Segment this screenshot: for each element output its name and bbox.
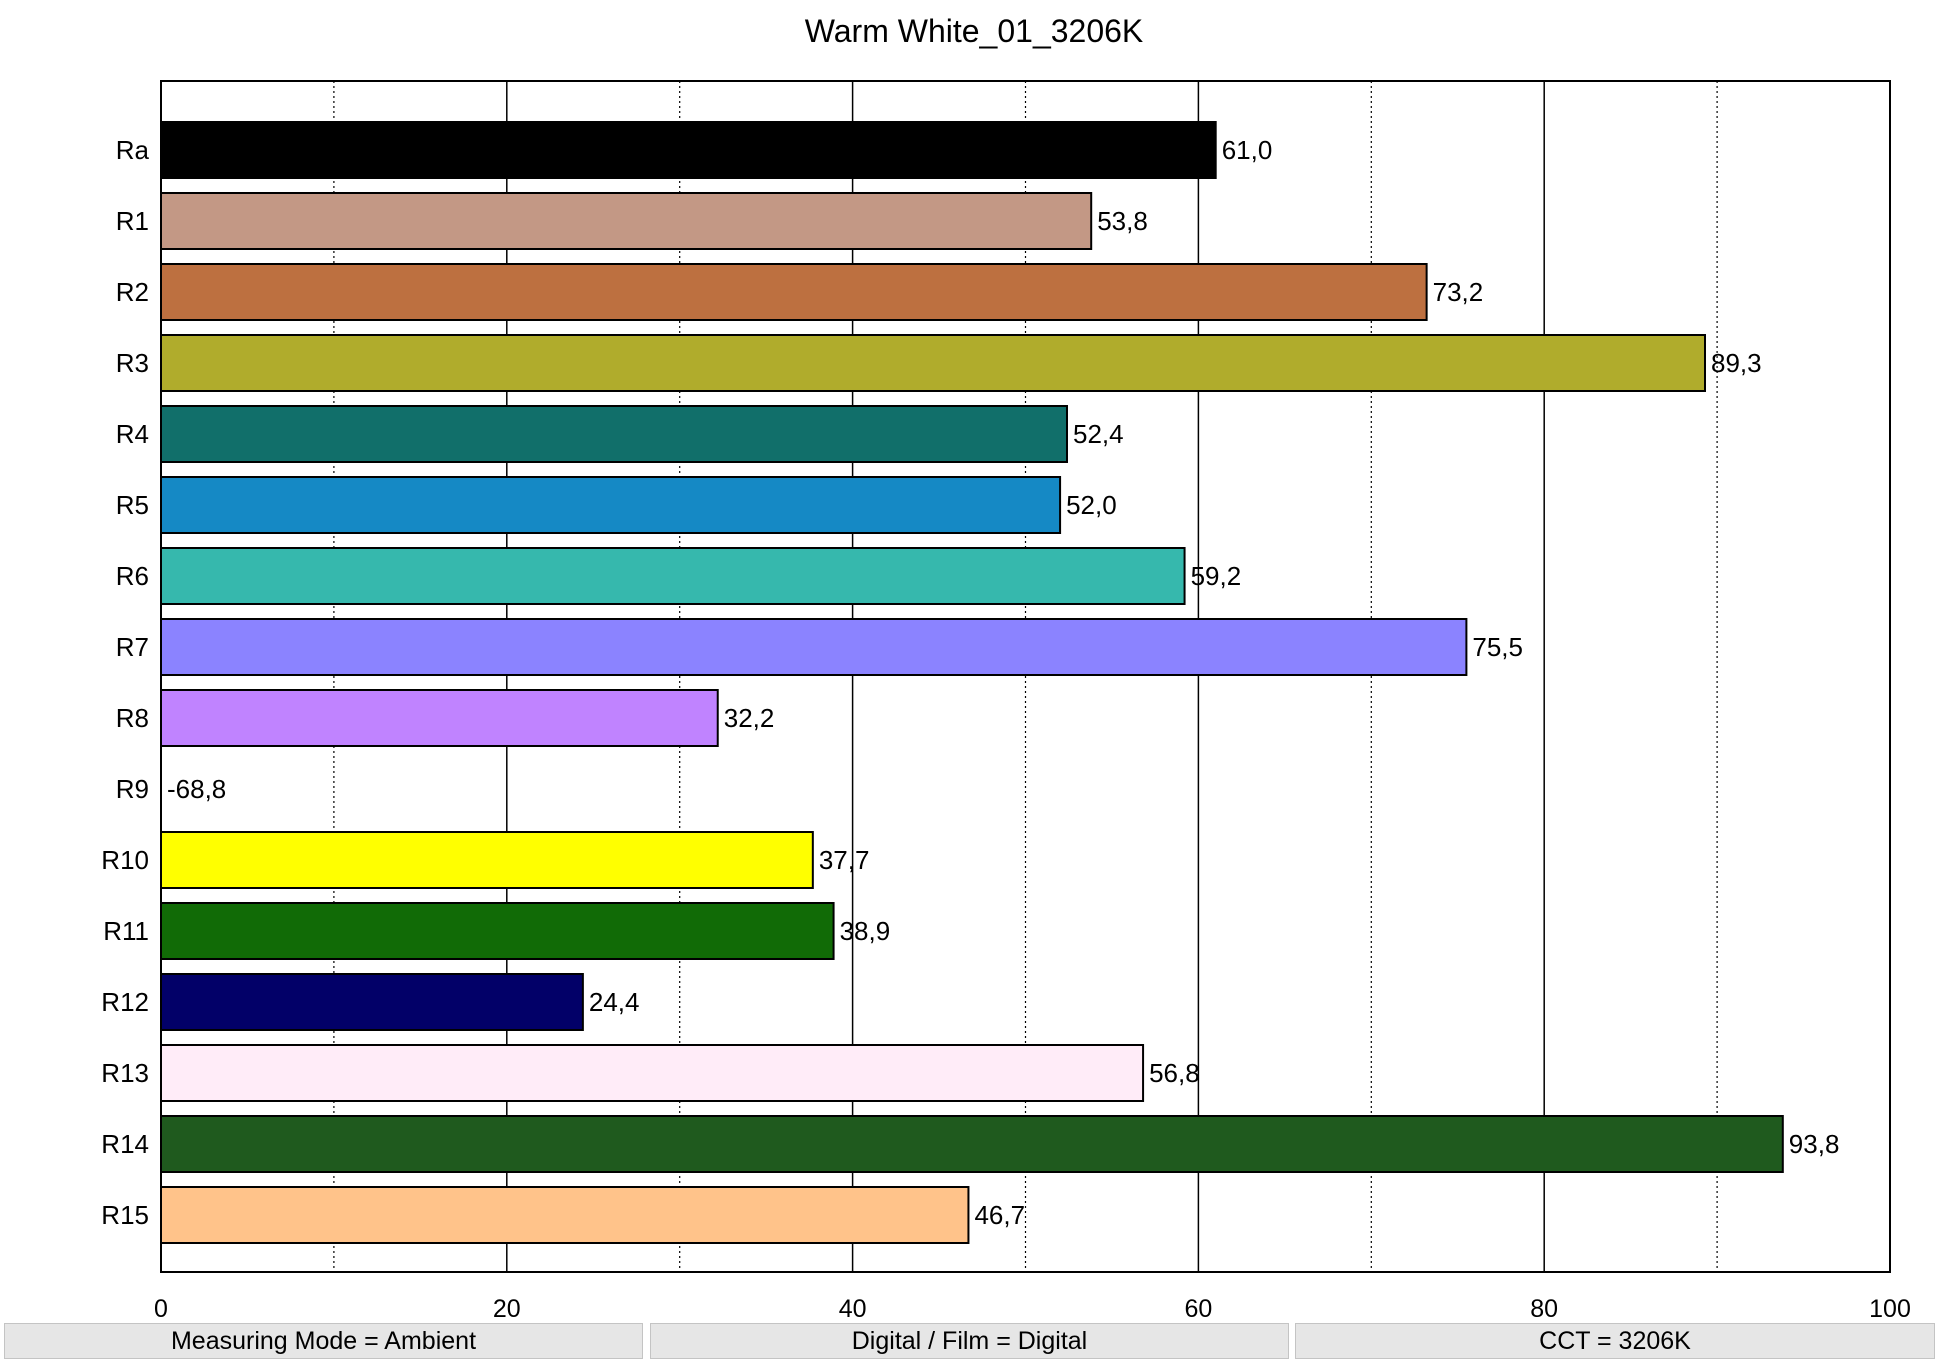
value-label: 24,4 xyxy=(589,987,640,1017)
bar xyxy=(160,405,1068,463)
category-label: R4 xyxy=(116,419,149,449)
bar xyxy=(160,192,1093,250)
value-label: 38,9 xyxy=(840,916,891,946)
bar xyxy=(160,1186,970,1244)
category-label: R1 xyxy=(116,206,149,236)
value-label: 93,8 xyxy=(1789,1129,1840,1159)
category-label: R15 xyxy=(101,1200,149,1230)
category-label: R11 xyxy=(103,916,149,946)
value-label: 75,5 xyxy=(1472,632,1523,662)
cct-field[interactable]: CCT = 3206K xyxy=(1295,1323,1935,1359)
bar xyxy=(160,689,719,747)
bar xyxy=(160,121,1217,179)
value-label: 56,8 xyxy=(1149,1058,1200,1088)
bars-group xyxy=(160,121,1784,1244)
value-label: 89,3 xyxy=(1711,348,1762,378)
value-label: 32,2 xyxy=(724,703,775,733)
bar xyxy=(160,618,1468,676)
category-label: R10 xyxy=(101,845,149,875)
bar xyxy=(160,547,1186,605)
bar xyxy=(160,902,835,960)
bar xyxy=(160,334,1706,392)
value-label: 37,7 xyxy=(819,845,870,875)
x-tick-label: 80 xyxy=(1530,1295,1558,1318)
bar xyxy=(160,1115,1784,1173)
value-label: 53,8 xyxy=(1097,206,1148,236)
category-label: R6 xyxy=(116,561,149,591)
x-tick-labels: 0 20 40 60 80 100 xyxy=(154,1295,1911,1318)
value-label: 52,4 xyxy=(1073,419,1124,449)
digital-film-field[interactable]: Digital / Film = Digital xyxy=(650,1323,1289,1359)
value-label: 59,2 xyxy=(1191,561,1242,591)
category-labels: Ra R1 R2 R3 R4 R5 R6 R7 R8 R9 R10 R11 R12 R13 R14 R15 xyxy=(101,135,149,1230)
category-label: R14 xyxy=(101,1129,149,1159)
value-label: -68,8 xyxy=(167,774,226,804)
category-label: R13 xyxy=(101,1058,149,1088)
category-label: R8 xyxy=(116,703,149,733)
x-tick-label: 100 xyxy=(1869,1295,1911,1318)
value-labels: 61,0 53,8 73,2 89,3 52,4 52,0 59,2 75,5 32,2 -68,… xyxy=(167,135,1839,1230)
category-label: R3 xyxy=(116,348,149,378)
category-label: R2 xyxy=(116,277,149,307)
category-label: R7 xyxy=(116,632,149,662)
x-tick-label: 40 xyxy=(839,1295,867,1318)
bar xyxy=(160,476,1062,534)
bar xyxy=(160,1044,1145,1102)
category-label: Ra xyxy=(116,135,150,165)
value-label: 73,2 xyxy=(1433,277,1484,307)
x-tick-label: 0 xyxy=(154,1295,168,1318)
value-label: 46,7 xyxy=(974,1200,1025,1230)
category-label: R5 xyxy=(116,490,149,520)
x-tick-label: 60 xyxy=(1184,1295,1212,1318)
bar xyxy=(160,263,1428,321)
x-tick-label: 20 xyxy=(493,1295,521,1318)
category-label: R12 xyxy=(101,987,149,1017)
bar xyxy=(160,831,814,889)
status-bar: Measuring Mode = Ambient Digital / Film … xyxy=(0,1318,1940,1366)
category-label: R9 xyxy=(116,774,149,804)
measuring-mode-field[interactable]: Measuring Mode = Ambient xyxy=(4,1323,643,1359)
cri-bar-chart: Warm White_01_3206K Ra R1 R2 R3 R4 R5 R6 R7 R8 R9… xyxy=(101,13,1911,1318)
value-label: 52,0 xyxy=(1066,490,1117,520)
plot-area-frame xyxy=(160,80,1891,1273)
bar xyxy=(160,973,584,1031)
value-label: 61,0 xyxy=(1222,135,1273,165)
chart-title: Warm White_01_3206K xyxy=(805,13,1144,49)
